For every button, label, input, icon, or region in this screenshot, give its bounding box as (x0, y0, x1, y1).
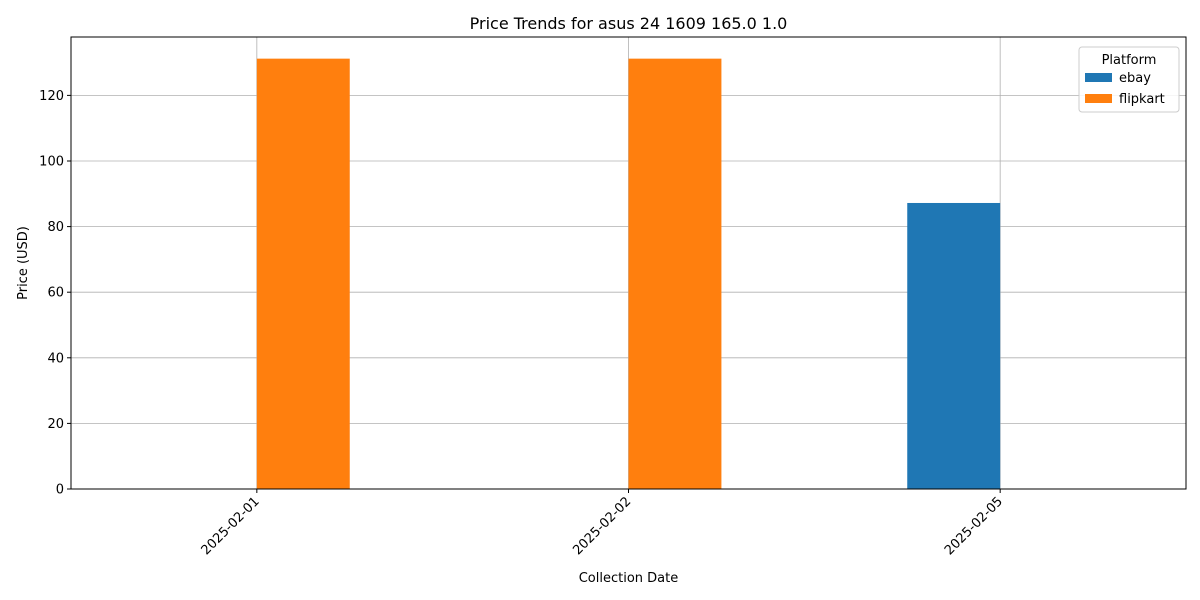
chart-title: Price Trends for asus 24 1609 165.0 1.0 (470, 14, 788, 33)
bars (256, 58, 1001, 489)
bar-flipkart (256, 58, 350, 489)
legend: Platform ebay flipkart (1078, 46, 1180, 113)
legend-title: Platform (1102, 53, 1157, 68)
bar-ebay (907, 202, 1001, 489)
bar-flipkart (628, 58, 722, 489)
y-axis: 0 20 40 60 80 100 120 (39, 89, 71, 498)
y-tick-label: 100 (39, 154, 64, 169)
y-tick-label: 0 (56, 483, 64, 498)
y-tick-label: 60 (47, 286, 64, 301)
legend-swatch-ebay (1085, 73, 1112, 82)
y-tick-label: 20 (47, 417, 64, 432)
legend-label-ebay: ebay (1119, 71, 1151, 86)
legend-label-flipkart: flipkart (1119, 92, 1165, 107)
y-tick-label: 80 (47, 220, 64, 235)
legend-swatch-flipkart (1085, 94, 1112, 103)
y-axis-title: Price (USD) (16, 226, 31, 300)
y-tick-label: 120 (39, 89, 64, 104)
y-tick-label: 40 (47, 351, 64, 366)
x-axis-title: Collection Date (579, 571, 679, 586)
